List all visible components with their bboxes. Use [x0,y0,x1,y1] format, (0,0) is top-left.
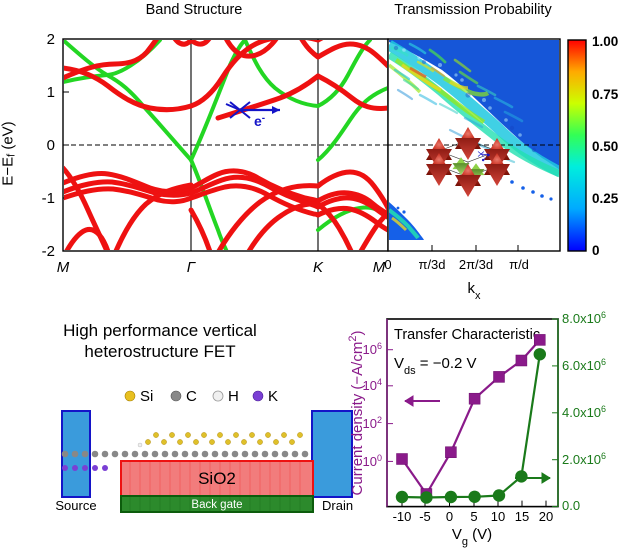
svg-text:6.0x106: 6.0x106 [562,357,606,373]
svg-text:8.0x106: 8.0x106 [562,310,606,326]
svg-text:5: 5 [470,509,477,524]
svg-text:4.0x106: 4.0x106 [562,404,606,420]
svg-text:-5: -5 [419,509,431,524]
svg-text:20: 20 [539,509,553,524]
svg-text:0: 0 [446,509,453,524]
svg-text:Transfer Characteristic: Transfer Characteristic [394,327,540,343]
svg-text:15: 15 [515,509,529,524]
svg-text:Vg (V): Vg (V) [452,526,492,548]
svg-text:-10: -10 [393,509,412,524]
svg-text:2.0x106: 2.0x106 [562,451,606,467]
svg-text:0.0: 0.0 [562,498,580,513]
svg-text:10: 10 [491,509,505,524]
svg-text:Current density (−A/cm2): Current density (−A/cm2) [347,331,366,496]
